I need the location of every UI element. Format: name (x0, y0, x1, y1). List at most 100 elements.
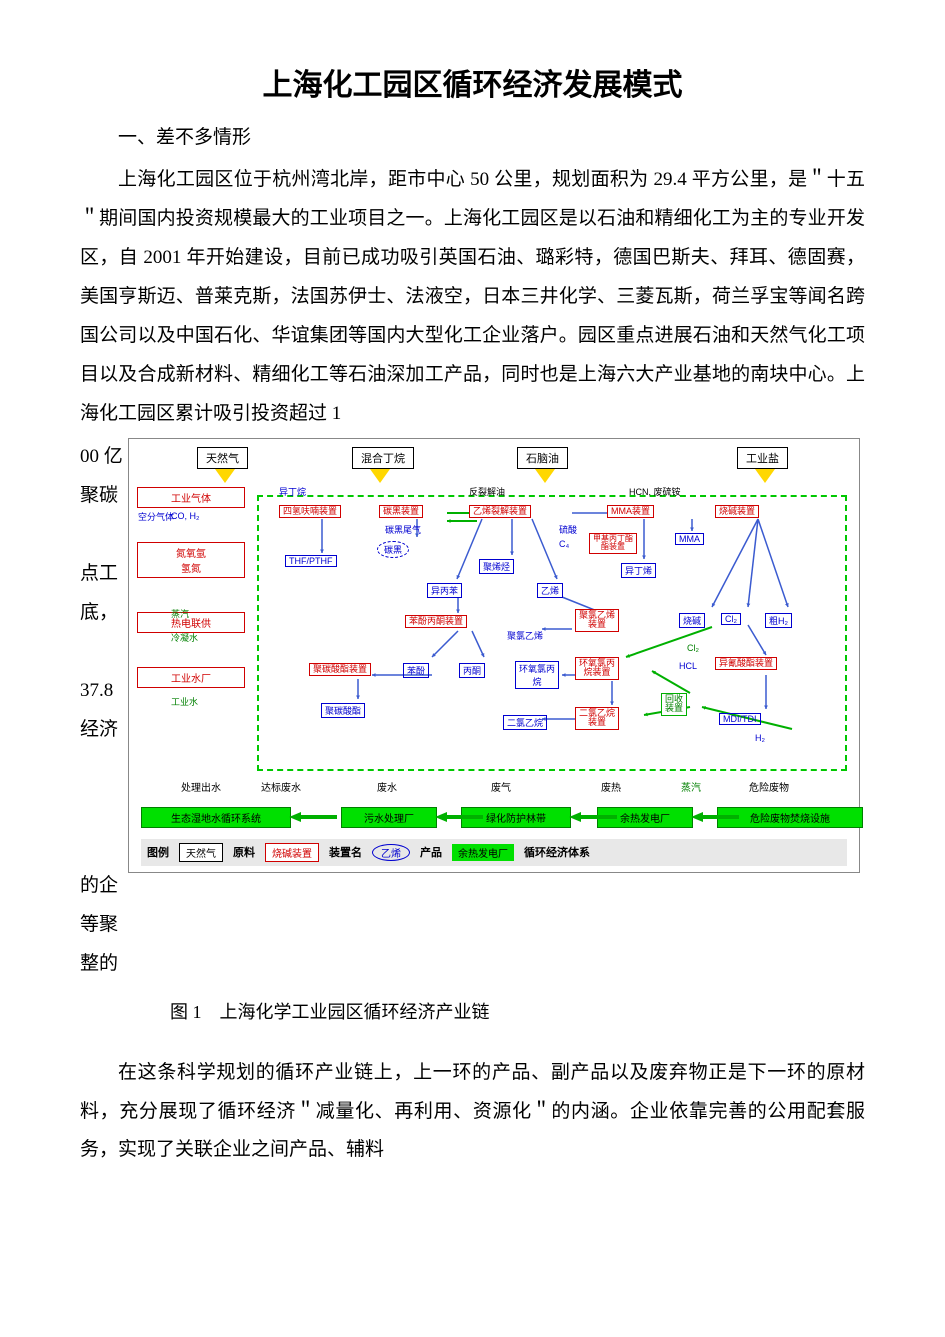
device-box: 异氰酸酯装置 (715, 657, 777, 671)
down-arrow-icon (370, 469, 390, 483)
product-label: H₂ (755, 733, 765, 743)
legend-label: 装置名 (329, 844, 362, 860)
side-label: CO, H₂ (171, 511, 200, 521)
device-box: 烧碱装置 (715, 505, 759, 519)
wrapped-fragment: 等聚 (80, 906, 128, 945)
wrapped-fragment: 的企 (80, 867, 128, 906)
product-label: 异丁烯 (621, 563, 656, 578)
product-label: 碳黑尾气 (385, 523, 421, 536)
legend-label: 产品 (420, 844, 442, 860)
wrapped-fragment: 底， (80, 594, 128, 633)
down-arrow-icon (215, 469, 235, 483)
side-label: 工业水 (171, 695, 198, 708)
device-box: 碳黑装置 (379, 505, 423, 519)
process-frame: 反裂解油HCN, 废硫铵四氢呋喃装置碳黑装置乙烯裂解装置MMA装置烧碱装置苯酚丙… (257, 495, 847, 771)
arrow-layer (259, 497, 845, 769)
output-label: 废热 (601, 779, 621, 794)
down-arrow-icon (535, 469, 555, 483)
product-label: 异丙苯 (427, 583, 462, 598)
legend-label: 循环经济体系 (524, 844, 590, 860)
device-box: 甲基丙丁酯酯装置 (589, 533, 637, 555)
product-label: 烧碱 (679, 613, 705, 628)
device-box: 环氧氯丙烷装置 (575, 657, 619, 681)
device-box: 苯酚丙酮装置 (405, 615, 467, 629)
wrapped-fragment (80, 828, 128, 867)
paragraph-1: 上海化工园区位于杭州湾北岸，距市中心 50 公里，规划面积为 29.4 平方公里… (80, 161, 865, 434)
green-system-row: 生态湿地水循环系统污水处理厂绿化防护林带余热发电厂危险废物焚烧设施 (141, 803, 847, 833)
output-label: 处理出水 (181, 779, 221, 794)
product-label: Cl₂ (687, 643, 699, 653)
service-sublabel: 空分气体 (138, 510, 174, 523)
product-label: 粗H₂ (765, 613, 792, 628)
output-label: 蒸汽 (681, 779, 701, 794)
legend-sample: 乙烯 (372, 844, 410, 861)
wrapped-fragment (80, 633, 128, 672)
service-box: 工业气体空分气体 (137, 487, 245, 508)
product-label: 聚氯乙烯 (507, 629, 543, 642)
product-label: THF/PTHF (285, 555, 337, 567)
product-label: 丙酮 (459, 663, 485, 678)
product-label: 碳黑 (377, 541, 409, 558)
product-label: Cl₂ (721, 613, 741, 625)
wrapped-fragment: 37.8 (80, 672, 128, 711)
product-label: 聚烯烃 (479, 559, 514, 574)
green-system-box: 生态湿地水循环系统 (141, 807, 291, 828)
left-arrow-icon (569, 812, 581, 822)
wrapped-fragment: 整的 (80, 945, 128, 984)
service-box: 工业水厂 (137, 667, 245, 688)
product-label: 聚碳酸酯 (321, 703, 365, 718)
figure-wrap: 00 亿聚碳点工底，37.8经济的企等聚整的 天然气混合丁烷石脑油工业盐 工业气… (80, 438, 865, 984)
arrow-line (301, 815, 337, 819)
output-label: 危险废物 (749, 779, 789, 794)
output-label: 废水 (377, 779, 397, 794)
product-label: MDI/TDI (719, 713, 761, 725)
product-label: 乙烯 (537, 583, 563, 598)
product-label: HCL (679, 661, 697, 671)
section-heading-1: 一、差不多情形 (80, 122, 865, 149)
paragraph-2: 在这条科学规划的循环产业链上，上一环的产品、副产品以及废弃物正是下一环的原材料，… (80, 1054, 865, 1171)
legend-sample: 烧碱装置 (265, 843, 319, 862)
product-label: MMA (675, 533, 704, 545)
green-system-box: 污水处理厂 (341, 807, 437, 828)
left-service-stack: 工业气体空分气体氮氧氩氢氮热电联供工业水厂 (137, 487, 245, 722)
wrapped-text-left: 00 亿聚碳点工底， 37.8经济的企等聚整的 (80, 438, 128, 984)
side-label: 蒸汽 (171, 607, 189, 620)
output-label: 达标废水 (261, 779, 301, 794)
arrow-line (581, 815, 617, 819)
legend-title: 图例 (147, 844, 169, 860)
product-label: 苯酚 (403, 663, 429, 678)
bottom-output-labels: 处理出水 达标废水 废水 废气 废热 蒸汽 危险废物 (141, 779, 847, 797)
output-label: 废气 (491, 779, 511, 794)
wrapped-fragment: 聚碳 (80, 477, 128, 516)
legend-sample: 天然气 (179, 843, 223, 862)
device-box: MMA装置 (607, 505, 654, 519)
left-arrow-icon (289, 812, 301, 822)
flowchart-diagram: 天然气混合丁烷石脑油工业盐 工业气体空分气体氮氧氩氢氮热电联供工业水厂 反裂解油… (128, 438, 860, 873)
product-label: C₄ (559, 539, 569, 549)
raw-material-box: 天然气 (197, 447, 248, 469)
device-box: 四氢呋喃装置 (279, 505, 341, 519)
left-arrow-icon (691, 812, 703, 822)
legend-label: 原料 (233, 844, 255, 860)
side-label: 冷凝水 (171, 631, 198, 644)
device-box: 聚氯乙烯装置 (575, 609, 619, 633)
wrapped-fragment: 经济 (80, 711, 128, 750)
product-label: 环氧氯丙烷 (515, 661, 559, 689)
raw-material-box: 工业盐 (737, 447, 788, 469)
down-arrow-icon (755, 469, 775, 483)
product-label: 二氯乙烷 (503, 715, 547, 730)
page-title: 上海化工园区循环经济发展模式 (80, 60, 865, 104)
service-box: 热电联供 (137, 612, 245, 633)
wrapped-fragment: 点工 (80, 555, 128, 594)
figure-caption: 图 1 上海化学工业园区循环经济产业链 (80, 984, 865, 1024)
side-label: 异丁烷 (279, 485, 306, 498)
wrapped-fragment: 00 亿 (80, 438, 128, 477)
device-box: 聚碳酸酯装置 (309, 663, 371, 677)
left-arrow-icon (435, 812, 447, 822)
raw-material-box: 混合丁烷 (352, 447, 414, 469)
frame-top-label: HCN, 废硫铵 (629, 485, 681, 498)
device-box: 乙烯裂解装置 (469, 505, 531, 519)
wrapped-fragment (80, 789, 128, 828)
device-box: 回收装置 (661, 693, 687, 717)
wrapped-fragment (80, 750, 128, 789)
